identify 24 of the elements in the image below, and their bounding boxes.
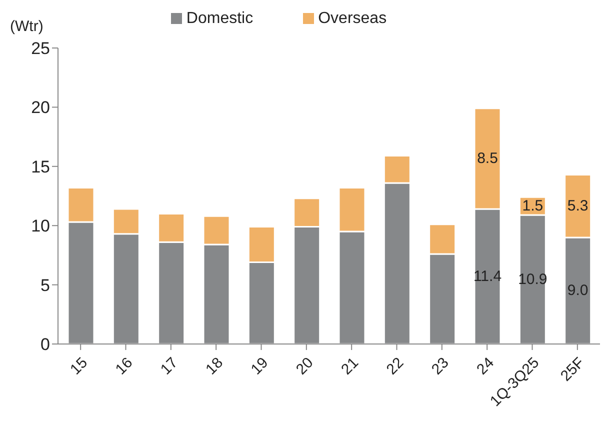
y-tick-label: 15 [31,157,50,176]
data-label: 5.3 [567,198,588,215]
legend-label: Overseas [318,10,387,27]
y-tick-label: 0 [40,335,50,354]
x-tick-label: 15 [67,354,91,378]
x-tick-label: 16 [112,354,136,378]
x-tick-label: 23 [428,354,452,378]
y-tick-label: 20 [31,98,50,118]
x-tick-label: 18 [202,354,226,378]
x-tick-label: 22 [383,354,408,378]
x-tick-label: 25F [557,354,588,385]
data-label: 9.0 [567,282,588,300]
x-tick-label: 24 [474,354,498,378]
x-tick-label: 19 [248,354,272,378]
x-tick-label: 20 [292,354,317,378]
x-tick-label: 17 [157,354,182,378]
data-label: 8.5 [477,150,498,168]
legend-label: Domestic [186,10,254,27]
y-tick-label: 5 [40,276,50,295]
data-label: 1.5 [522,198,544,215]
y-axis-title: (Wtr) [10,18,44,35]
y-tick-label: 10 [31,216,50,236]
y-tick-label: 25 [31,39,50,58]
x-tick-label: 21 [338,354,362,378]
